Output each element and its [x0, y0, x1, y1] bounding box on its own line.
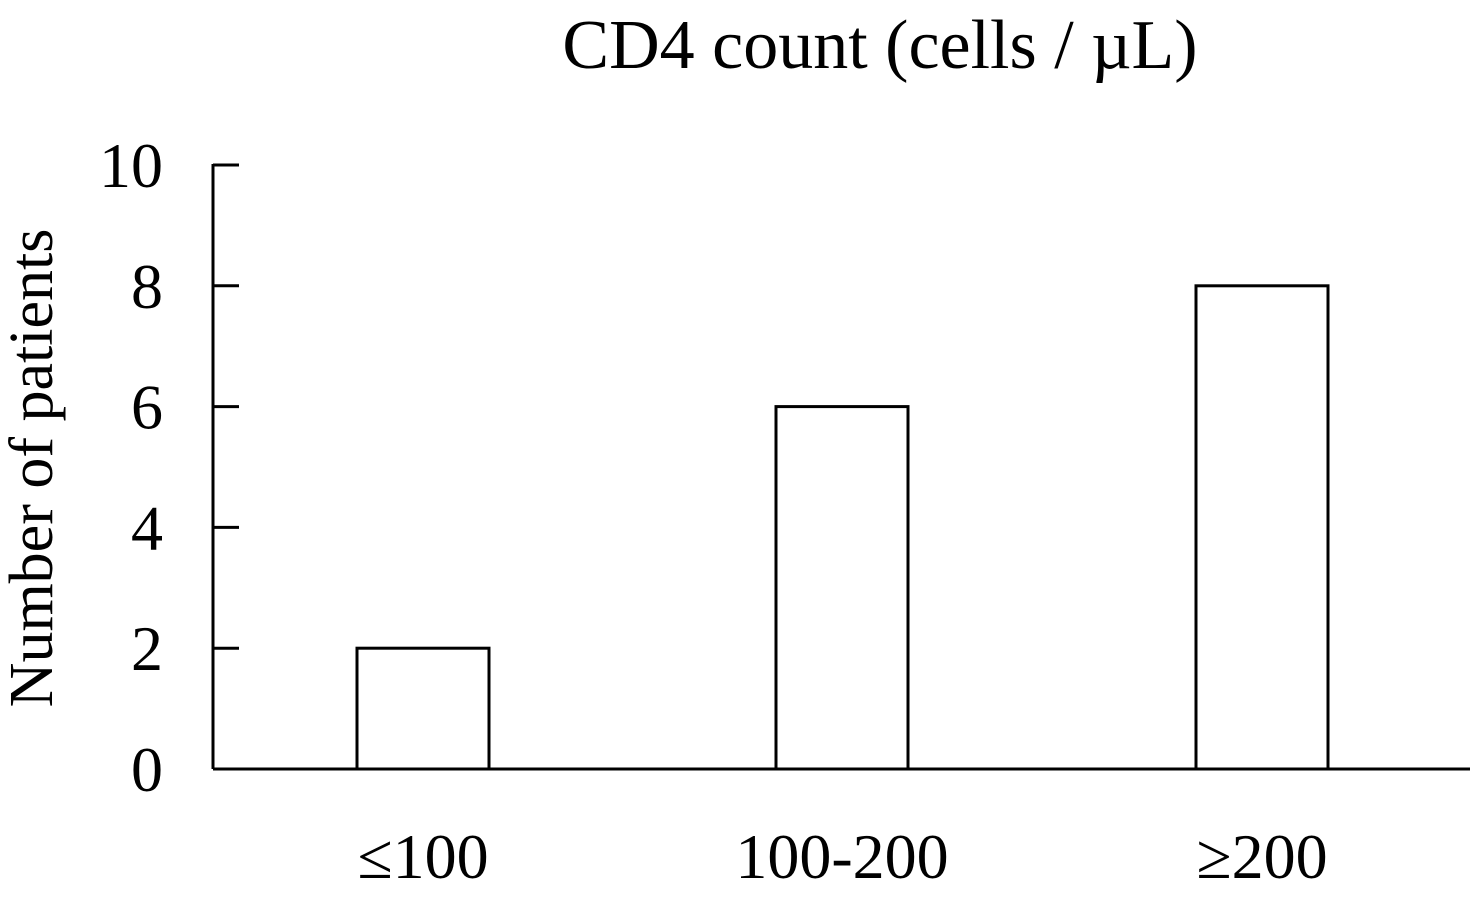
y-ticks: 0 2 4 6 8 10 — [99, 130, 239, 805]
y-tick-label: 2 — [131, 613, 163, 684]
y-tick-label: 6 — [131, 372, 163, 443]
y-tick-label: 4 — [131, 492, 163, 563]
x-tick-label: ≤100 — [357, 821, 488, 892]
bar — [774, 405, 910, 771]
bars — [355, 284, 1330, 771]
y-tick-label: 8 — [131, 251, 163, 322]
bar — [1194, 284, 1330, 771]
x-tick-label: ≥200 — [1196, 821, 1327, 892]
y-tick-label: 0 — [131, 734, 163, 805]
x-tick-labels: ≤100 100-200 ≥200 — [357, 821, 1327, 892]
y-axis-label: Number of patients — [0, 229, 66, 708]
chart-title: CD4 count (cells / µL) — [562, 7, 1197, 84]
y-tick-label: 10 — [99, 130, 163, 201]
x-tick-label: 100-200 — [735, 821, 948, 892]
bar — [355, 646, 491, 771]
